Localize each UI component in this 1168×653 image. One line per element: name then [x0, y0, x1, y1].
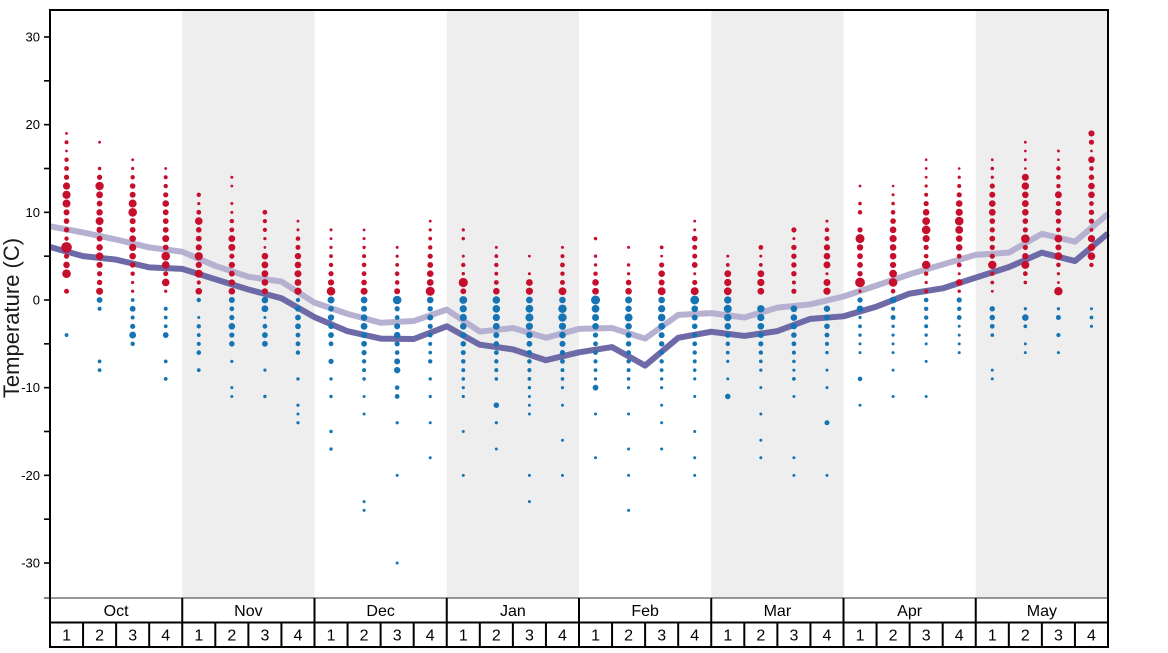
- svg-text:3: 3: [922, 627, 931, 644]
- svg-text:4: 4: [161, 627, 170, 644]
- svg-text:2: 2: [1021, 627, 1030, 644]
- svg-text:3: 3: [525, 627, 534, 644]
- svg-text:1: 1: [459, 627, 468, 644]
- svg-text:2: 2: [360, 627, 369, 644]
- svg-text:Feb: Feb: [631, 603, 659, 620]
- svg-text:Mar: Mar: [764, 603, 792, 620]
- svg-text:0: 0: [33, 293, 40, 308]
- svg-text:1: 1: [62, 627, 71, 644]
- svg-text:-20: -20: [21, 468, 40, 483]
- svg-text:-10: -10: [21, 380, 40, 395]
- svg-text:4: 4: [823, 627, 832, 644]
- svg-text:1: 1: [591, 627, 600, 644]
- svg-text:-30: -30: [21, 556, 40, 571]
- svg-text:4: 4: [558, 627, 567, 644]
- svg-text:20: 20: [26, 117, 40, 132]
- svg-text:4: 4: [955, 627, 964, 644]
- svg-text:Dec: Dec: [366, 603, 394, 620]
- svg-text:3: 3: [789, 627, 798, 644]
- svg-text:3: 3: [393, 627, 402, 644]
- svg-text:2: 2: [227, 627, 236, 644]
- svg-text:1: 1: [723, 627, 732, 644]
- svg-text:Apr: Apr: [897, 603, 923, 620]
- svg-text:3: 3: [1054, 627, 1063, 644]
- svg-text:1: 1: [988, 627, 997, 644]
- svg-text:2: 2: [492, 627, 501, 644]
- svg-text:2: 2: [624, 627, 633, 644]
- svg-text:4: 4: [426, 627, 435, 644]
- svg-text:4: 4: [1087, 627, 1096, 644]
- svg-text:10: 10: [26, 205, 40, 220]
- svg-text:Temperature (C): Temperature (C): [0, 238, 24, 398]
- svg-text:3: 3: [657, 627, 666, 644]
- svg-text:1: 1: [856, 627, 865, 644]
- svg-text:1: 1: [194, 627, 203, 644]
- svg-text:30: 30: [26, 29, 40, 44]
- svg-text:3: 3: [260, 627, 269, 644]
- svg-text:Nov: Nov: [234, 603, 262, 620]
- svg-text:4: 4: [294, 627, 303, 644]
- svg-text:Oct: Oct: [104, 603, 129, 620]
- svg-text:2: 2: [756, 627, 765, 644]
- svg-text:1: 1: [327, 627, 336, 644]
- svg-text:Jan: Jan: [500, 603, 526, 620]
- svg-text:3: 3: [128, 627, 137, 644]
- svg-text:2: 2: [889, 627, 898, 644]
- svg-text:May: May: [1027, 603, 1057, 620]
- svg-text:4: 4: [690, 627, 699, 644]
- svg-text:2: 2: [95, 627, 104, 644]
